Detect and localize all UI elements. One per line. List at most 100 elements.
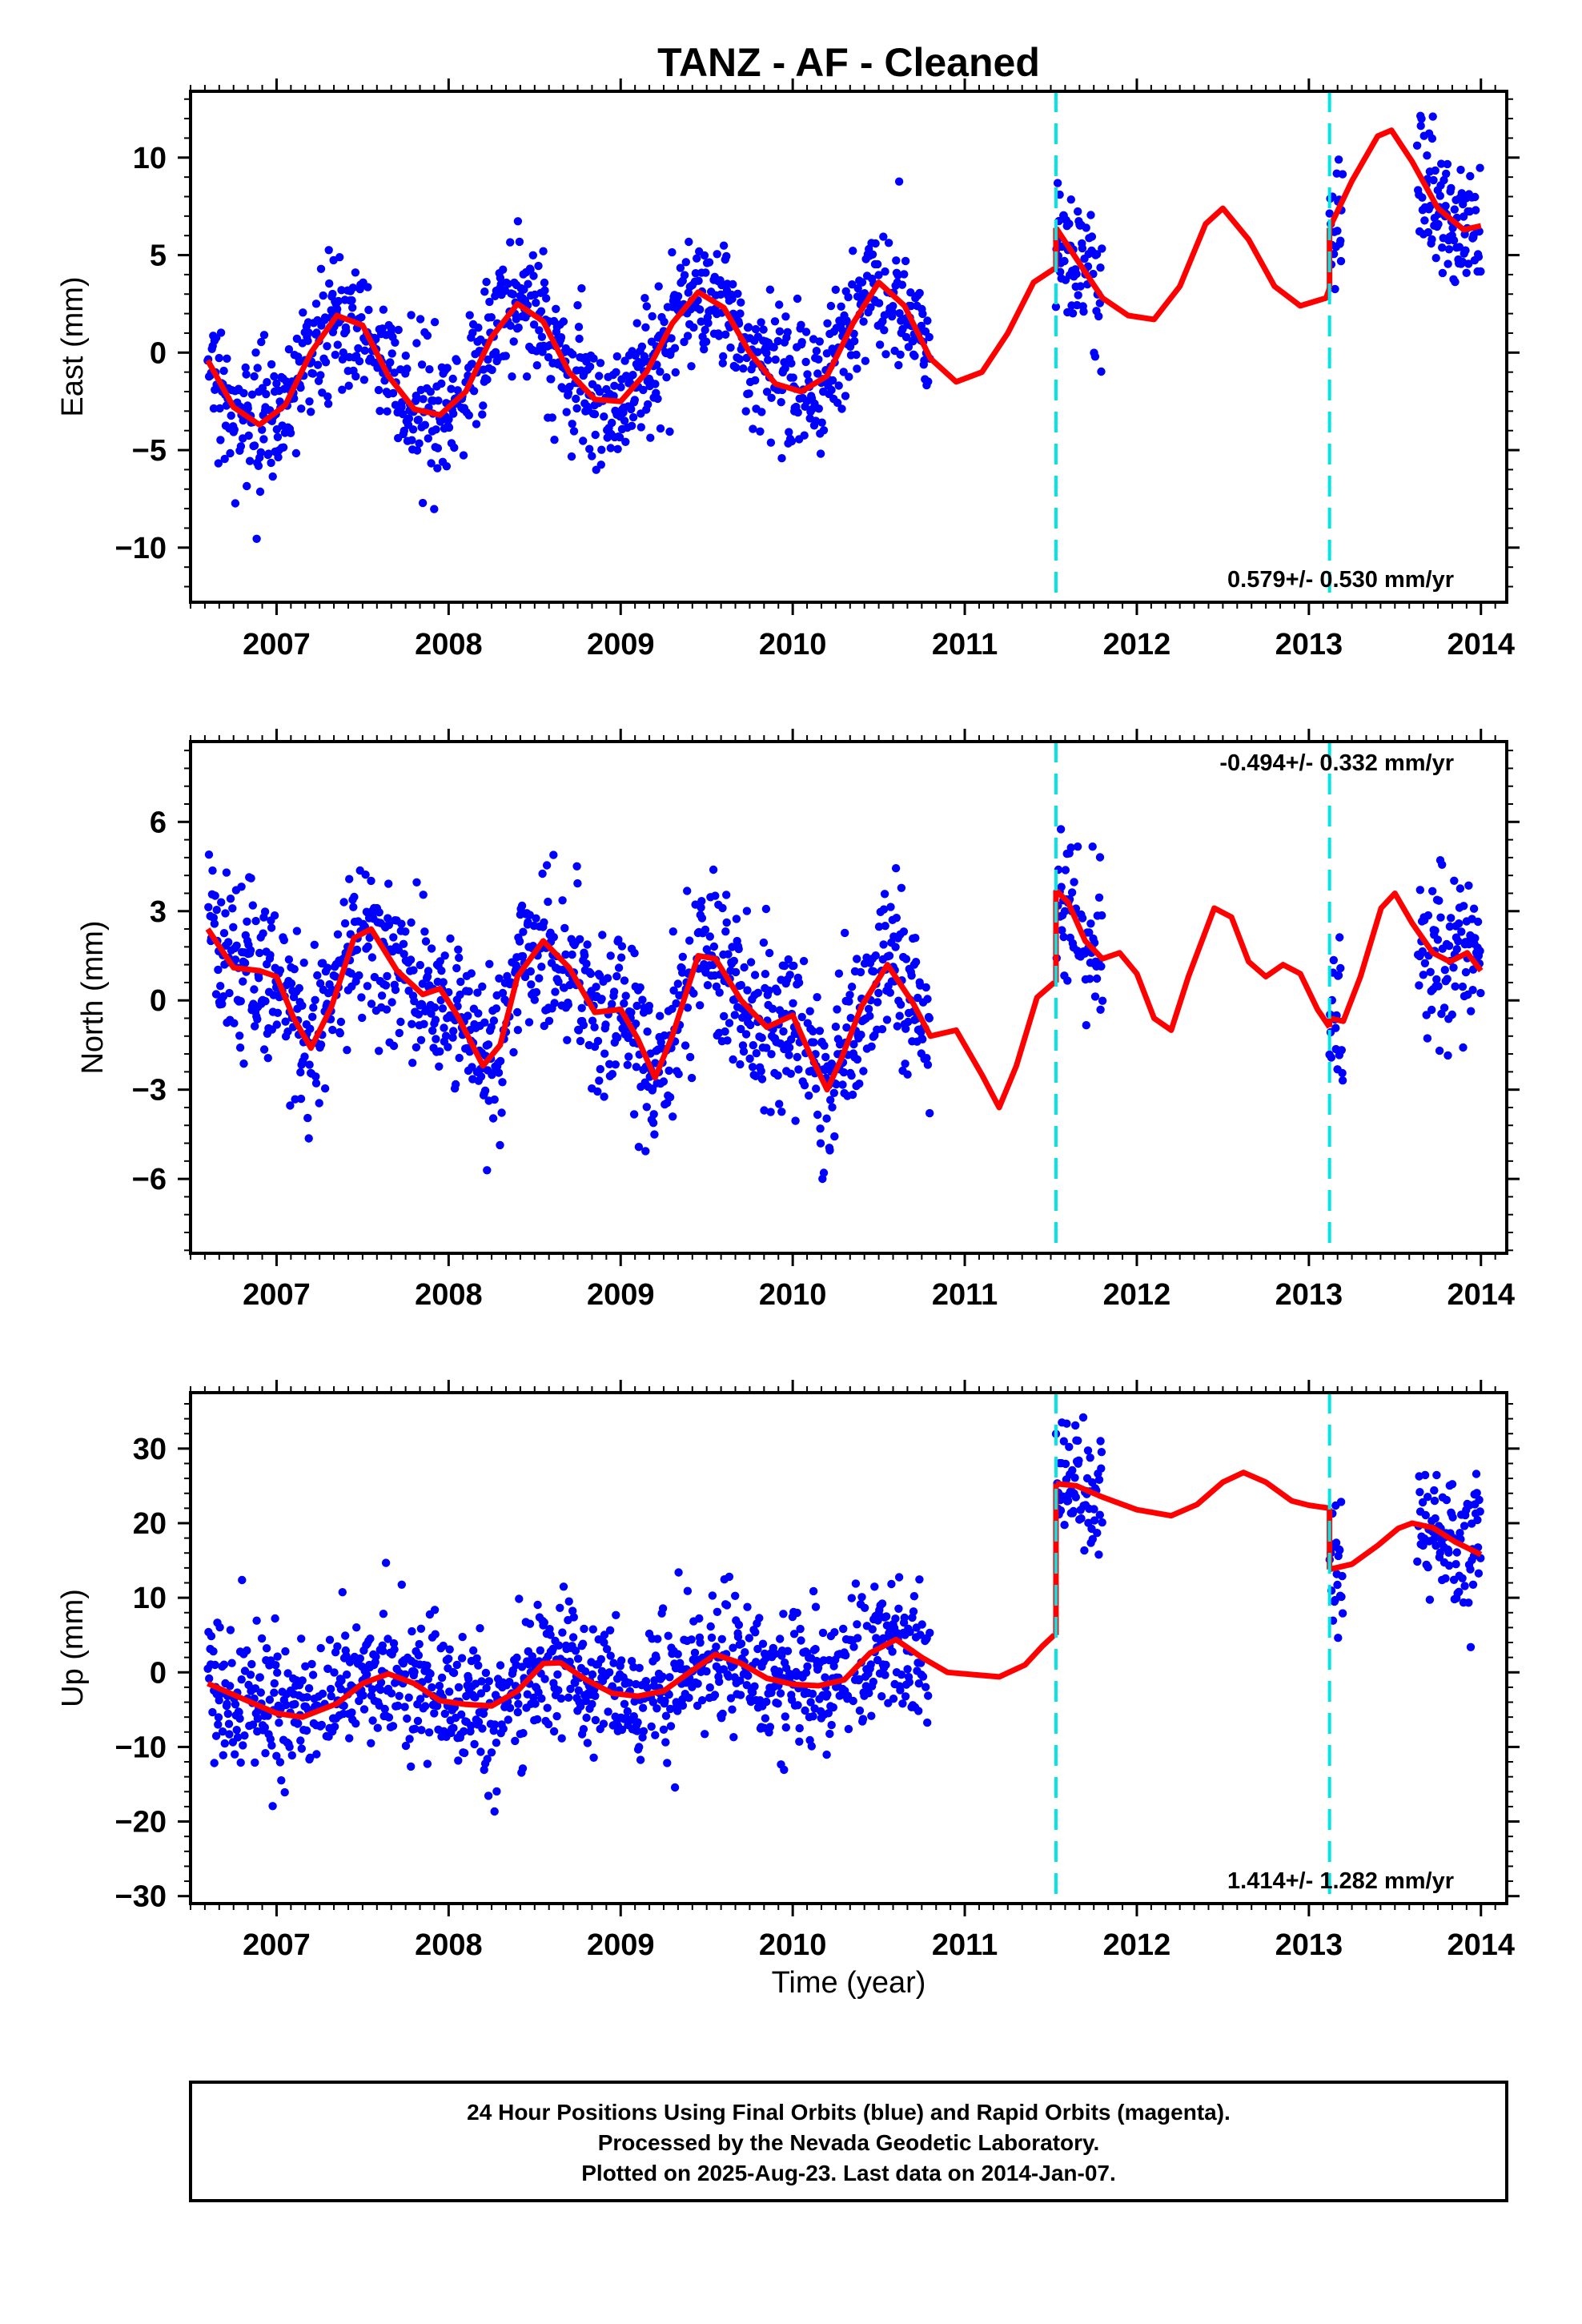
data-point xyxy=(363,982,372,991)
x-tick-label: 2010 xyxy=(759,1928,827,1962)
data-point xyxy=(843,1691,853,1700)
data-point xyxy=(425,365,434,374)
data-point xyxy=(1094,893,1104,903)
data-point xyxy=(816,1124,825,1133)
data-point xyxy=(1462,268,1471,277)
data-point xyxy=(437,967,446,975)
data-point xyxy=(579,1020,588,1030)
data-point xyxy=(1452,945,1462,954)
data-point xyxy=(544,1719,553,1729)
data-point xyxy=(239,1059,248,1068)
data-point xyxy=(226,895,235,903)
data-point xyxy=(661,1696,669,1706)
data-point xyxy=(1066,843,1075,852)
data-point xyxy=(421,937,431,946)
data-point xyxy=(1441,202,1450,211)
data-point xyxy=(272,379,281,388)
data-point xyxy=(1464,881,1473,891)
data-point xyxy=(629,1712,638,1721)
data-point xyxy=(468,360,476,368)
x-tick-label: 2011 xyxy=(932,628,998,661)
data-point xyxy=(408,436,416,444)
y-tick-label: −5 xyxy=(132,434,167,468)
data-point xyxy=(389,1638,399,1648)
data-point xyxy=(416,315,425,324)
data-point xyxy=(591,430,600,440)
data-point xyxy=(544,353,553,362)
data-point xyxy=(867,1711,876,1720)
data-point xyxy=(430,1606,440,1614)
data-point xyxy=(923,1718,932,1727)
data-point xyxy=(469,1646,478,1655)
data-point xyxy=(751,1628,760,1637)
data-point xyxy=(287,1751,296,1760)
data-point xyxy=(869,1677,878,1687)
data-point xyxy=(1423,1493,1432,1502)
data-point xyxy=(208,866,217,875)
data-point xyxy=(1415,981,1423,990)
data-point xyxy=(1431,166,1439,175)
data-point xyxy=(717,1634,726,1643)
data-point xyxy=(608,999,616,1009)
data-point xyxy=(316,371,325,380)
y-tick-label: −30 xyxy=(115,1880,167,1914)
data-point xyxy=(1413,1557,1422,1566)
data-point xyxy=(363,283,372,292)
x-tick-label: 2008 xyxy=(415,1278,483,1312)
data-point xyxy=(1086,1454,1094,1462)
data-point xyxy=(745,389,753,398)
data-point xyxy=(367,1739,375,1747)
data-point xyxy=(746,958,756,967)
data-point xyxy=(247,874,255,883)
data-point xyxy=(489,1016,499,1025)
data-point xyxy=(1450,205,1460,214)
data-point xyxy=(1422,1011,1431,1019)
data-point xyxy=(879,1634,888,1642)
data-point xyxy=(300,1052,309,1061)
data-point xyxy=(379,1647,387,1655)
data-point xyxy=(435,1681,444,1691)
data-point xyxy=(483,375,492,384)
data-point xyxy=(905,1627,914,1637)
data-point xyxy=(373,1723,382,1732)
data-point xyxy=(767,1050,776,1059)
data-point xyxy=(472,420,481,428)
data-point xyxy=(900,1613,909,1622)
data-point xyxy=(367,999,376,1008)
data-point xyxy=(498,988,508,998)
data-point xyxy=(410,1667,419,1676)
data-point xyxy=(659,1725,669,1734)
data-point xyxy=(1449,236,1459,245)
data-point xyxy=(899,927,909,936)
data-point xyxy=(527,980,536,989)
data-point xyxy=(1060,1521,1069,1530)
data-point xyxy=(801,328,811,336)
data-point xyxy=(632,1001,641,1011)
data-point xyxy=(901,1024,910,1033)
data-point xyxy=(583,940,592,949)
data-point xyxy=(683,887,692,895)
data-point xyxy=(568,350,577,359)
data-point xyxy=(303,336,312,345)
data-point xyxy=(551,987,560,996)
data-point xyxy=(624,1679,634,1687)
data-point xyxy=(736,1691,745,1699)
data-point xyxy=(748,1063,757,1072)
data-point xyxy=(1057,883,1066,891)
data-point xyxy=(1434,219,1443,229)
data-point xyxy=(765,285,775,294)
data-point xyxy=(729,1733,738,1742)
data-point xyxy=(1074,1436,1082,1445)
data-point xyxy=(826,1096,835,1104)
data-point xyxy=(1444,941,1454,951)
data-point xyxy=(837,302,845,311)
data-point xyxy=(1437,159,1446,168)
data-point xyxy=(444,1043,452,1051)
data-point xyxy=(601,1020,610,1029)
data-point xyxy=(901,1692,910,1701)
data-point xyxy=(869,967,878,976)
data-point xyxy=(568,1633,578,1642)
data-point xyxy=(889,302,897,311)
data-point xyxy=(1065,219,1074,228)
data-point xyxy=(1334,155,1343,164)
